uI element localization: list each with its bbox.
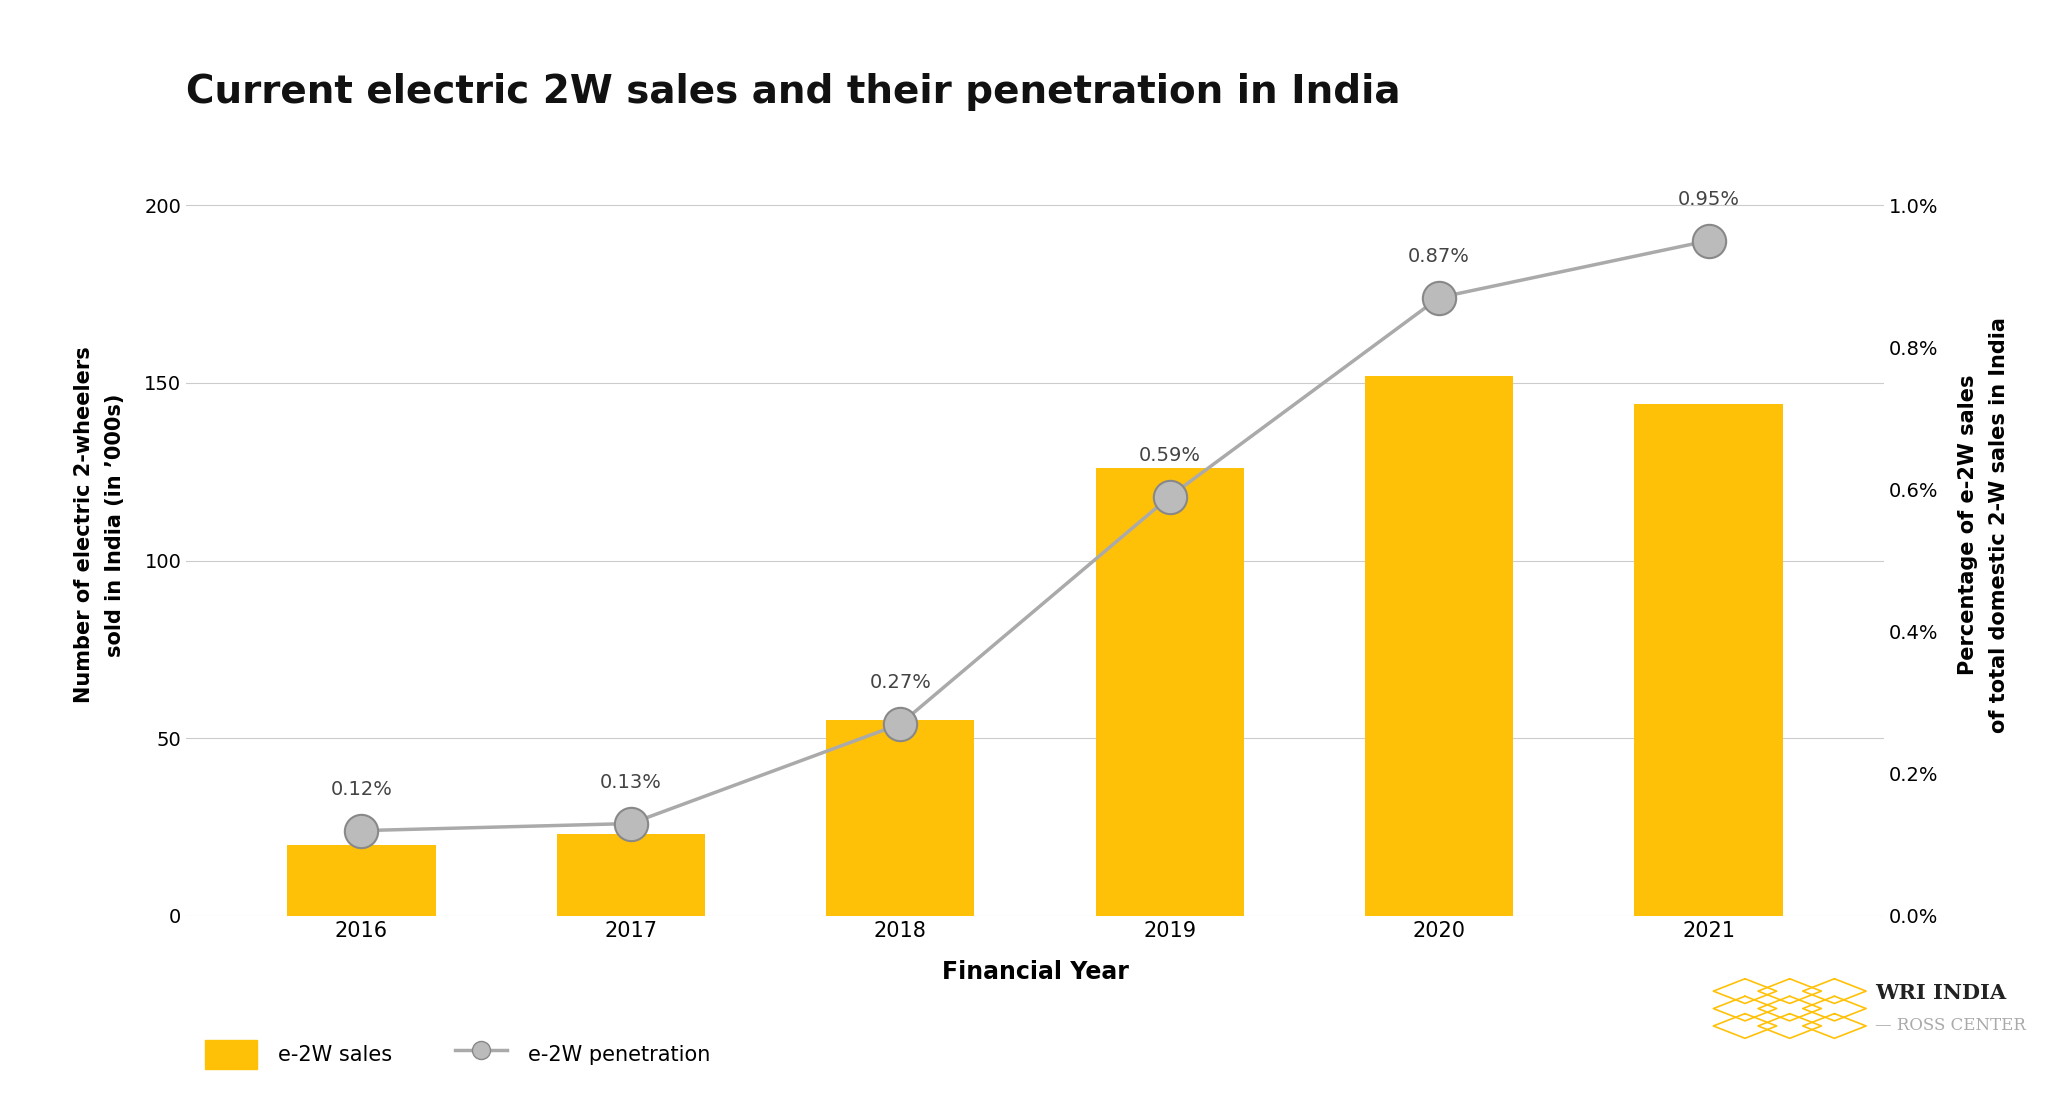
Bar (1364, 375, 1513, 916)
Text: 0.59%: 0.59% (1138, 446, 1201, 465)
Bar (826, 720, 975, 916)
Bar (557, 834, 706, 916)
Y-axis label: Percentage of e-2W sales
of total domestic 2-W sales in India: Percentage of e-2W sales of total domest… (1958, 317, 2008, 733)
Text: 126: 126 (1149, 882, 1190, 901)
Text: 0.12%: 0.12% (331, 780, 393, 799)
Text: 152: 152 (1418, 882, 1459, 901)
Legend: e-2W sales, e-2W penetration: e-2W sales, e-2W penetration (197, 1031, 718, 1078)
X-axis label: Financial Year: Financial Year (942, 961, 1128, 984)
Bar (1095, 468, 1244, 916)
Y-axis label: Number of electric 2-wheelers
sold in India (in ’000s): Number of electric 2-wheelers sold in In… (75, 346, 124, 704)
Text: Current electric 2W sales and their penetration in India: Current electric 2W sales and their pene… (186, 74, 1401, 112)
Text: 20: 20 (348, 882, 375, 901)
Text: — ROSS CENTER: — ROSS CENTER (1875, 1018, 2027, 1034)
Bar (1635, 404, 1782, 916)
Text: 144: 144 (1689, 882, 1728, 901)
Text: 0.87%: 0.87% (1408, 247, 1470, 266)
Text: 23: 23 (617, 882, 644, 901)
Text: 0.27%: 0.27% (869, 674, 932, 693)
Text: 0.95%: 0.95% (1677, 190, 1739, 209)
Bar (288, 844, 435, 916)
Text: 0.13%: 0.13% (600, 773, 662, 792)
Text: WRI INDIA: WRI INDIA (1875, 983, 2006, 1003)
Text: 55: 55 (886, 882, 915, 901)
